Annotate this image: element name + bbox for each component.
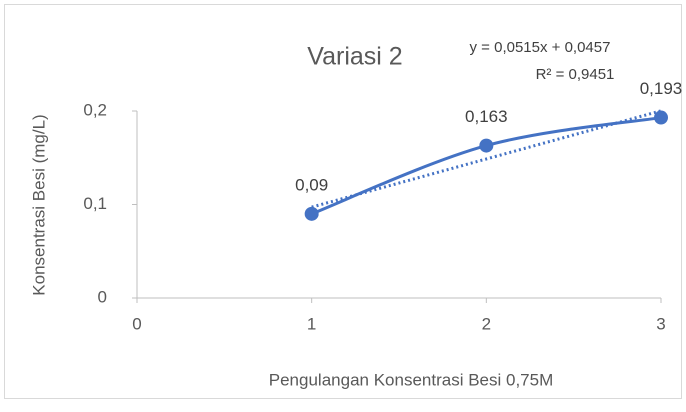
y-tick-label: 0 bbox=[98, 287, 107, 306]
data-point bbox=[305, 207, 319, 221]
data-point bbox=[479, 139, 493, 153]
y-tick-label: 0,2 bbox=[83, 100, 107, 119]
data-line bbox=[312, 118, 661, 214]
x-tick-label: 1 bbox=[307, 314, 316, 333]
data-point bbox=[654, 111, 668, 125]
x-tick-label: 0 bbox=[132, 314, 141, 333]
x-tick-label: 2 bbox=[482, 314, 491, 333]
trendline-r-squared: R² = 0,9451 bbox=[536, 66, 615, 83]
data-label: 0,163 bbox=[465, 107, 508, 126]
page: {"chart_data": {"type": "line", "title":… bbox=[0, 0, 686, 412]
y-tick-label: 0,1 bbox=[83, 194, 107, 213]
data-label: 0,09 bbox=[295, 175, 328, 194]
trendline-equation: y = 0,0515x + 0,0457 bbox=[470, 39, 611, 56]
x-tick-label: 3 bbox=[656, 314, 665, 333]
y-axis-label: Konsentrasi Besi (mg/L) bbox=[29, 114, 48, 295]
data-label: 0,193 bbox=[640, 79, 683, 98]
chart: Variasi 2 y = 0,0515x + 0,0457 R² = 0,94… bbox=[0, 0, 686, 412]
chart-title: Variasi 2 bbox=[307, 43, 402, 71]
x-axis-label: Pengulangan Konsentrasi Besi 0,75M bbox=[269, 370, 553, 389]
